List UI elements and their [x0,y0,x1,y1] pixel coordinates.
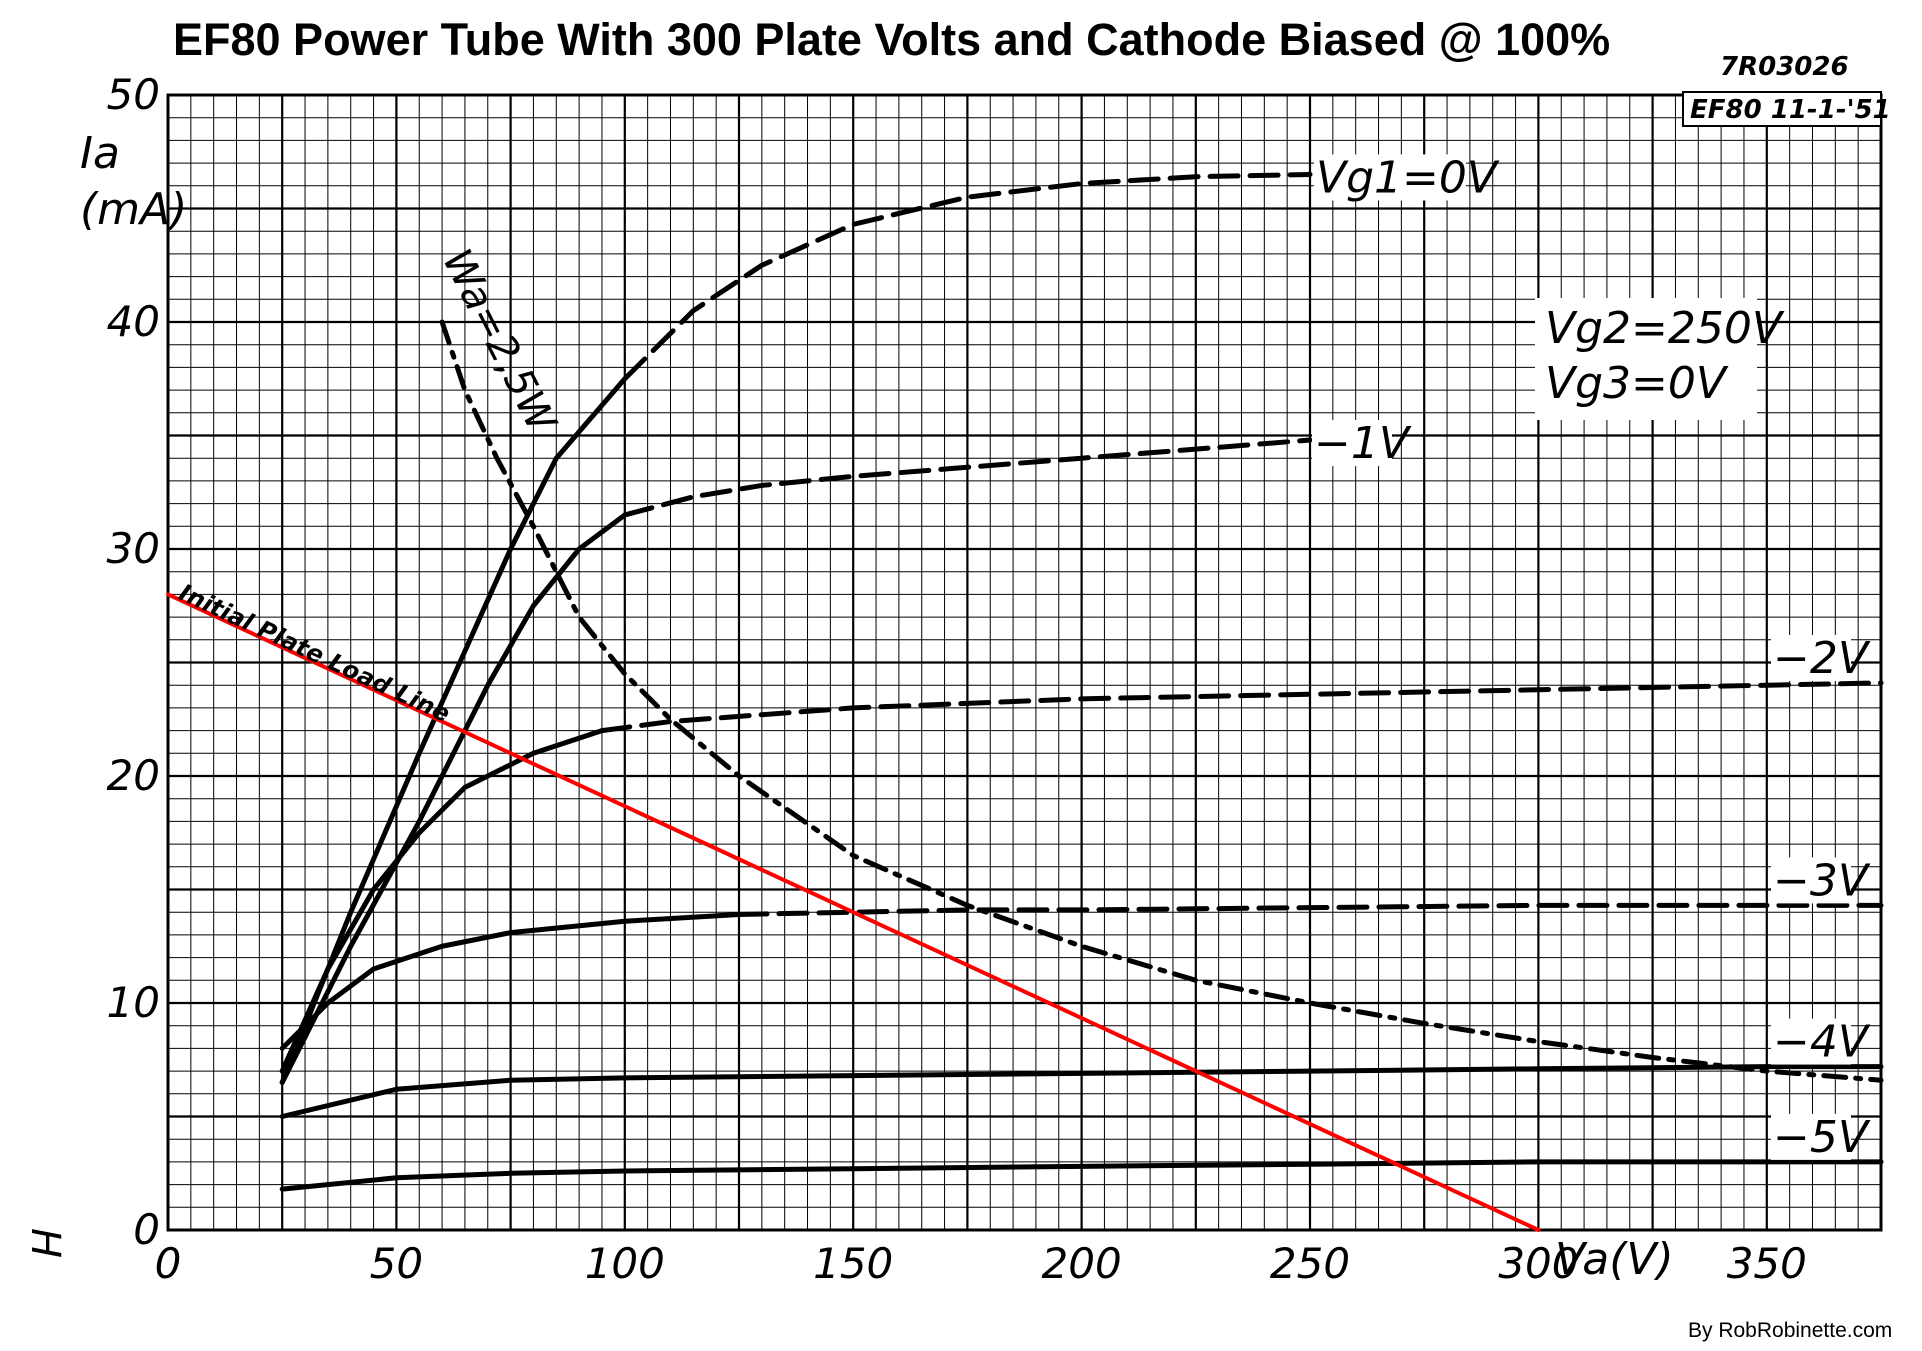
series-label-box [1771,634,1851,681]
series-label: Vg1=0V [1316,152,1500,203]
series-line [279,376,628,1085]
series-line [279,1064,1884,1119]
y-tick-label: 10 [107,978,160,1027]
side-mark: H [22,1228,68,1258]
y-axis-title-box [70,120,166,250]
doc-code: 7R03026 [1720,52,1849,82]
series-label: −5V [1773,1112,1871,1163]
y-tick-label: 40 [107,297,160,346]
y-axis-title-line: Ia [80,128,120,179]
x-tick-label: 250 [1270,1239,1350,1288]
series-label: −2V [1773,633,1871,684]
y-axis-title-line: (mA) [80,184,187,235]
y-tick-label: 30 [107,524,160,573]
credit: By RobRobinette.com [1688,1319,1892,1342]
doc-ref-box [1682,91,1882,127]
series-label-box [1771,1018,1851,1065]
chart-title: EF80 Power Tube With 300 Plate Volts and… [173,14,1610,65]
x-tick-label: 50 [370,1239,423,1288]
conditions-box [1535,298,1757,420]
y-tick-label: 20 [107,751,160,800]
x-tick-label: 300 [1498,1239,1578,1288]
vg2-label: Vg2=250V [1545,303,1785,354]
series-label: −4V [1773,1017,1871,1068]
series-line [279,1159,1884,1192]
grid [166,93,1883,1232]
series-line [622,171,1313,382]
series-line [736,902,1884,917]
x-tick-label: 0 [155,1239,182,1288]
series-line [622,437,1313,518]
x-tick-label: 150 [813,1239,893,1288]
series-label-box [1314,154,1466,201]
doc-ref: EF80 11-1-'51 [1690,95,1891,125]
x-tick-label: 200 [1042,1239,1122,1288]
x-tick-label: 350 [1727,1239,1807,1288]
series-label: −3V [1773,855,1871,906]
series-line [279,911,742,1051]
series-line [166,592,1541,1232]
series-line [599,680,1884,734]
series-label-box [1312,420,1392,467]
y-tick-label: 0 [133,1205,160,1254]
x-axis-title: Va(V) [1555,1234,1674,1285]
series-label: −1V [1314,418,1412,469]
series-label-box [1771,1113,1851,1160]
tick-labels: 0 50 100 150 200 250 300 350 0 10 20 30 40 50 [107,70,1807,1288]
series-line [279,512,628,1085]
vg3-label: Vg3=0V [1545,358,1729,409]
series-line [279,728,605,1074]
x-tick-label: 100 [585,1239,665,1288]
y-axis-title-lines: Ia(mA) [80,128,187,235]
plot-frame [166,93,1883,1232]
series-label-box [1771,857,1851,904]
y-tick-label: 50 [107,70,160,119]
series-line [439,319,1884,1083]
